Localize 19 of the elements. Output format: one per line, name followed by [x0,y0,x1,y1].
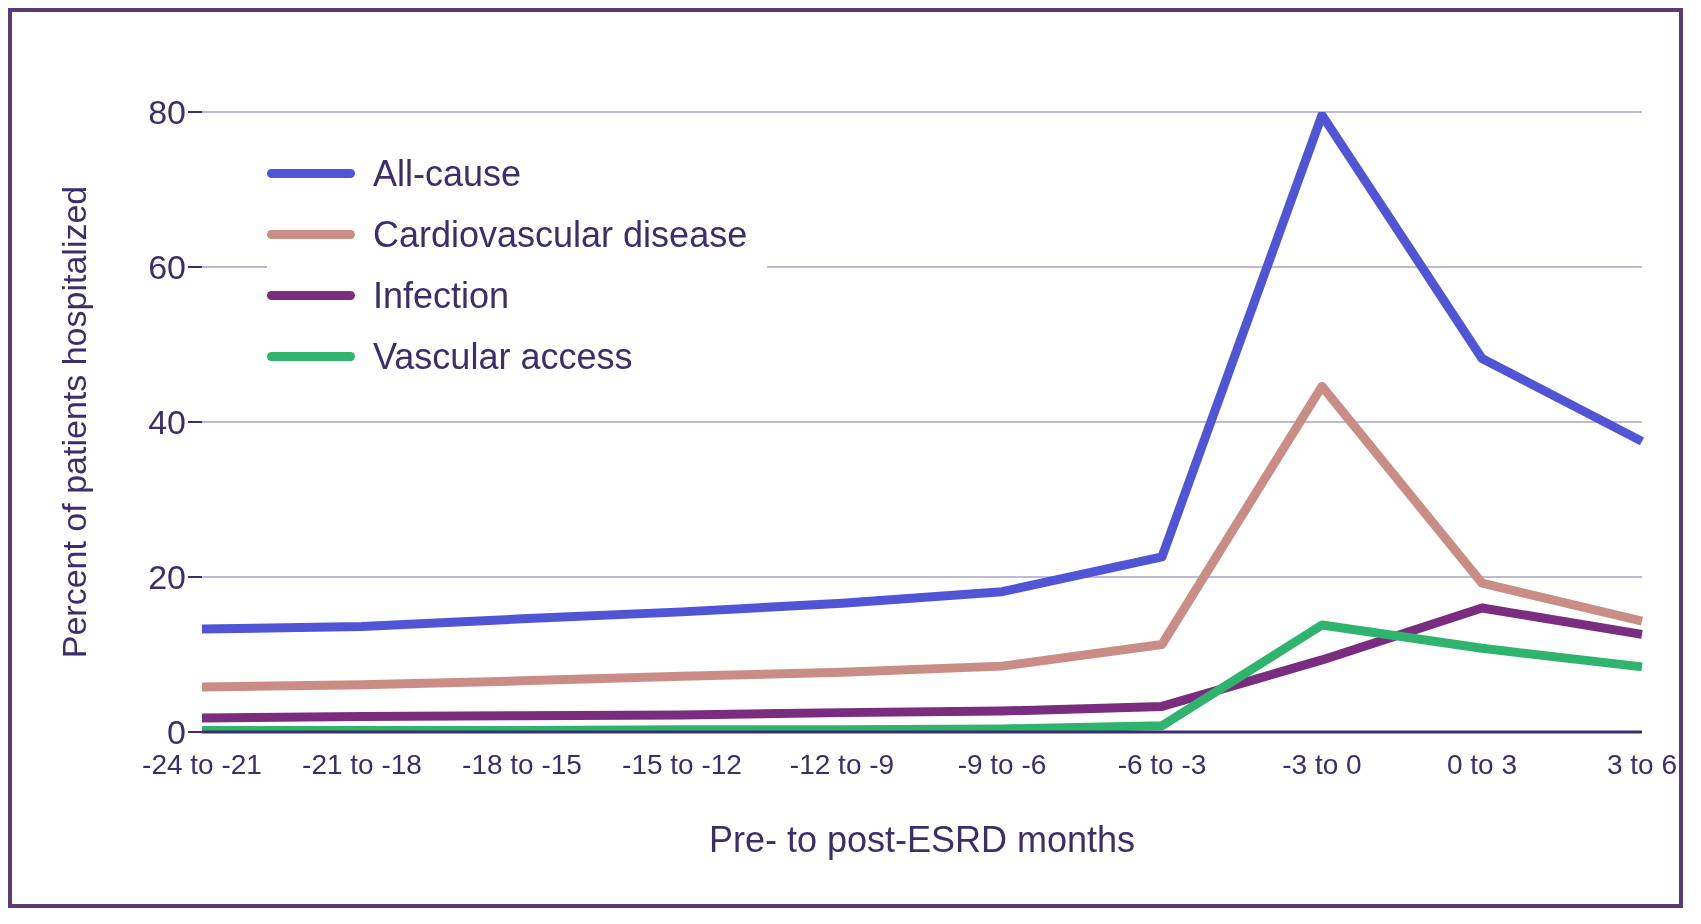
y-axis-title: Percent of patients hospitalized [55,185,94,659]
y-tick-label: 60 [148,248,186,287]
x-tick-label: -3 to 0 [1282,748,1362,780]
y-tick-label: 20 [148,558,186,597]
x-tick-label: 3 to 6 [1606,748,1678,780]
x-tick-label: -18 to -15 [462,748,582,780]
x-axis-title: Pre- to post-ESRD months [708,819,1136,860]
x-tick-label: -15 to -12 [622,748,742,780]
legend-label: Cardiovascular disease [373,213,748,256]
x-tick-label: -9 to -6 [957,748,1047,780]
x-tick-label: -6 to -3 [1117,748,1207,780]
legend-label: Vascular access [373,335,633,378]
legend-label: All-cause [373,152,522,195]
y-tick-label: 40 [148,403,186,442]
x-tick-label: -21 to -18 [302,748,422,780]
x-tick-label: -12 to -9 [789,748,895,780]
x-tick-label: 0 to 3 [1446,748,1518,780]
legend-label: Infection [373,274,510,317]
y-tick-label: 80 [148,93,186,132]
